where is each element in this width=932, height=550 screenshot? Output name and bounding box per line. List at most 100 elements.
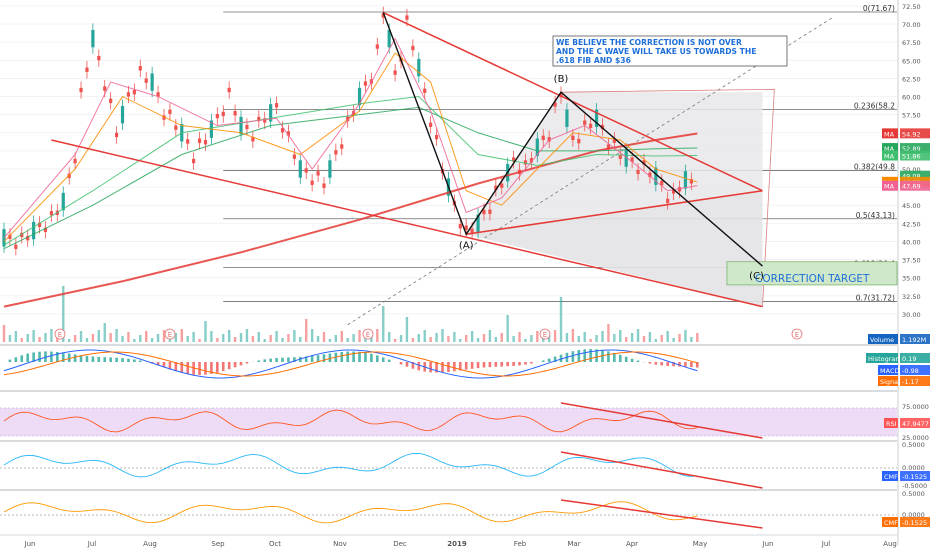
- candle-body: [334, 150, 338, 155]
- volume-bar: [14, 331, 18, 342]
- candle-body: [630, 157, 634, 162]
- candle-body: [357, 87, 362, 106]
- volume-bar: [595, 335, 598, 342]
- macd-histogram-bar: [115, 357, 118, 362]
- volume-bar: [227, 330, 231, 342]
- candle-body: [423, 88, 427, 93]
- candle-body: [67, 173, 71, 179]
- volume-bar: [476, 338, 480, 342]
- macd-histogram-bar: [624, 356, 628, 362]
- macd-histogram-bar: [476, 362, 480, 369]
- wave-label: (C): [749, 271, 764, 282]
- time-tick-label: Nov: [333, 540, 347, 548]
- volume-bar: [583, 332, 586, 342]
- macd-histogram-bar: [340, 351, 344, 362]
- volume-bar: [281, 338, 284, 342]
- volume-bar: [648, 332, 652, 342]
- volume-bar: [322, 332, 326, 342]
- volume-bar: [263, 339, 266, 342]
- candle-body: [156, 92, 160, 97]
- time-tick-label: Apr: [626, 540, 638, 548]
- volume-bar: [678, 334, 681, 342]
- annotation-box: [552, 35, 788, 67]
- candle-body: [114, 132, 119, 138]
- projection-zone-lower: [466, 190, 763, 307]
- macd-tag-value-bg: [900, 365, 930, 375]
- ma-2-tag-label: MA: [884, 145, 895, 153]
- candle-body: [162, 115, 166, 120]
- projection-zone: [347, 16, 898, 326]
- volume-bar: [577, 336, 580, 342]
- ma-5-tag-label: MA: [884, 183, 895, 191]
- cmf-2-tag-value-bg: [900, 517, 930, 527]
- candle-body: [316, 171, 320, 176]
- cmf1-tick-label: 0.0000: [902, 464, 925, 472]
- signal-tag-bg: [878, 376, 898, 386]
- volume-bar: [387, 332, 391, 342]
- macd-histogram-bar: [322, 354, 326, 362]
- macd-histogram-bar: [524, 362, 527, 365]
- macd-histogram-bar: [630, 358, 634, 362]
- volume-bar: [150, 338, 154, 342]
- macd-tag-bg: [878, 365, 898, 375]
- candle-body: [618, 154, 622, 159]
- volume-bar: [2, 325, 6, 342]
- candle-body: [221, 111, 225, 117]
- candle-body: [197, 138, 202, 143]
- volume-bar: [233, 337, 237, 342]
- macd-histogram-bar: [257, 360, 261, 362]
- candle-body: [26, 236, 30, 241]
- volume-bar: [162, 330, 166, 342]
- volume-bar: [530, 335, 533, 342]
- macd-histogram-bar: [156, 362, 160, 366]
- macd-histogram-bar: [613, 352, 616, 362]
- price-tick-label: 35.00: [902, 275, 921, 283]
- volume-bar: [127, 332, 130, 342]
- fib-label: 0.5(43.13): [856, 211, 895, 220]
- candle-body: [32, 221, 36, 240]
- signal-tag-value: -1.17: [902, 378, 919, 386]
- macd-histogram-bar: [376, 355, 379, 362]
- macd-histogram-bar: [162, 362, 166, 368]
- candle-body: [429, 122, 433, 127]
- candle-body: [488, 209, 492, 214]
- macd-histogram-bar: [506, 362, 509, 367]
- volume-bar: [542, 338, 545, 342]
- volume-bar: [417, 334, 420, 342]
- volume-bar: [488, 330, 492, 342]
- volume-bar: [512, 336, 515, 342]
- candle-body: [689, 179, 693, 184]
- macd-histogram-bar: [168, 362, 172, 370]
- candle-body: [168, 109, 172, 114]
- volume-bar: [376, 329, 379, 342]
- correction-target-label: CORRECTION TARGET: [755, 273, 870, 285]
- volume-bar: [642, 336, 646, 342]
- price-tick-label: 62.50: [902, 75, 921, 83]
- volume-bar: [429, 337, 432, 342]
- macd-histogram-bar: [38, 351, 41, 362]
- volume-bar: [589, 339, 592, 342]
- time-axis: Jun Jul Aug Sep Oct Nov Dec 2019 Feb Mar Apr May Jun…: [0, 534, 897, 548]
- time-tick-label: 2019: [447, 540, 467, 548]
- volume-bar: [684, 330, 687, 342]
- volume-bar: [310, 329, 314, 342]
- macd-histogram-bar: [387, 359, 391, 362]
- macd-histogram-bar: [541, 360, 545, 362]
- fib-label: 0.236(58.2: [854, 102, 895, 111]
- macd-histogram-bar: [618, 354, 622, 362]
- volume-bar: [174, 333, 178, 342]
- volume-bar: [56, 336, 59, 342]
- volume-bar: [565, 333, 569, 342]
- candle-body: [37, 222, 42, 227]
- indicator-panels: [0, 344, 897, 529]
- volume-bar: [624, 337, 628, 342]
- macd-histogram-bar: [275, 358, 278, 362]
- volume-bar: [316, 336, 320, 342]
- macd-histogram-bar: [44, 351, 47, 362]
- projection-zone-border: [561, 88, 775, 307]
- volume-bar: [571, 329, 575, 342]
- candle-body: [79, 87, 83, 93]
- candle-body: [411, 45, 415, 51]
